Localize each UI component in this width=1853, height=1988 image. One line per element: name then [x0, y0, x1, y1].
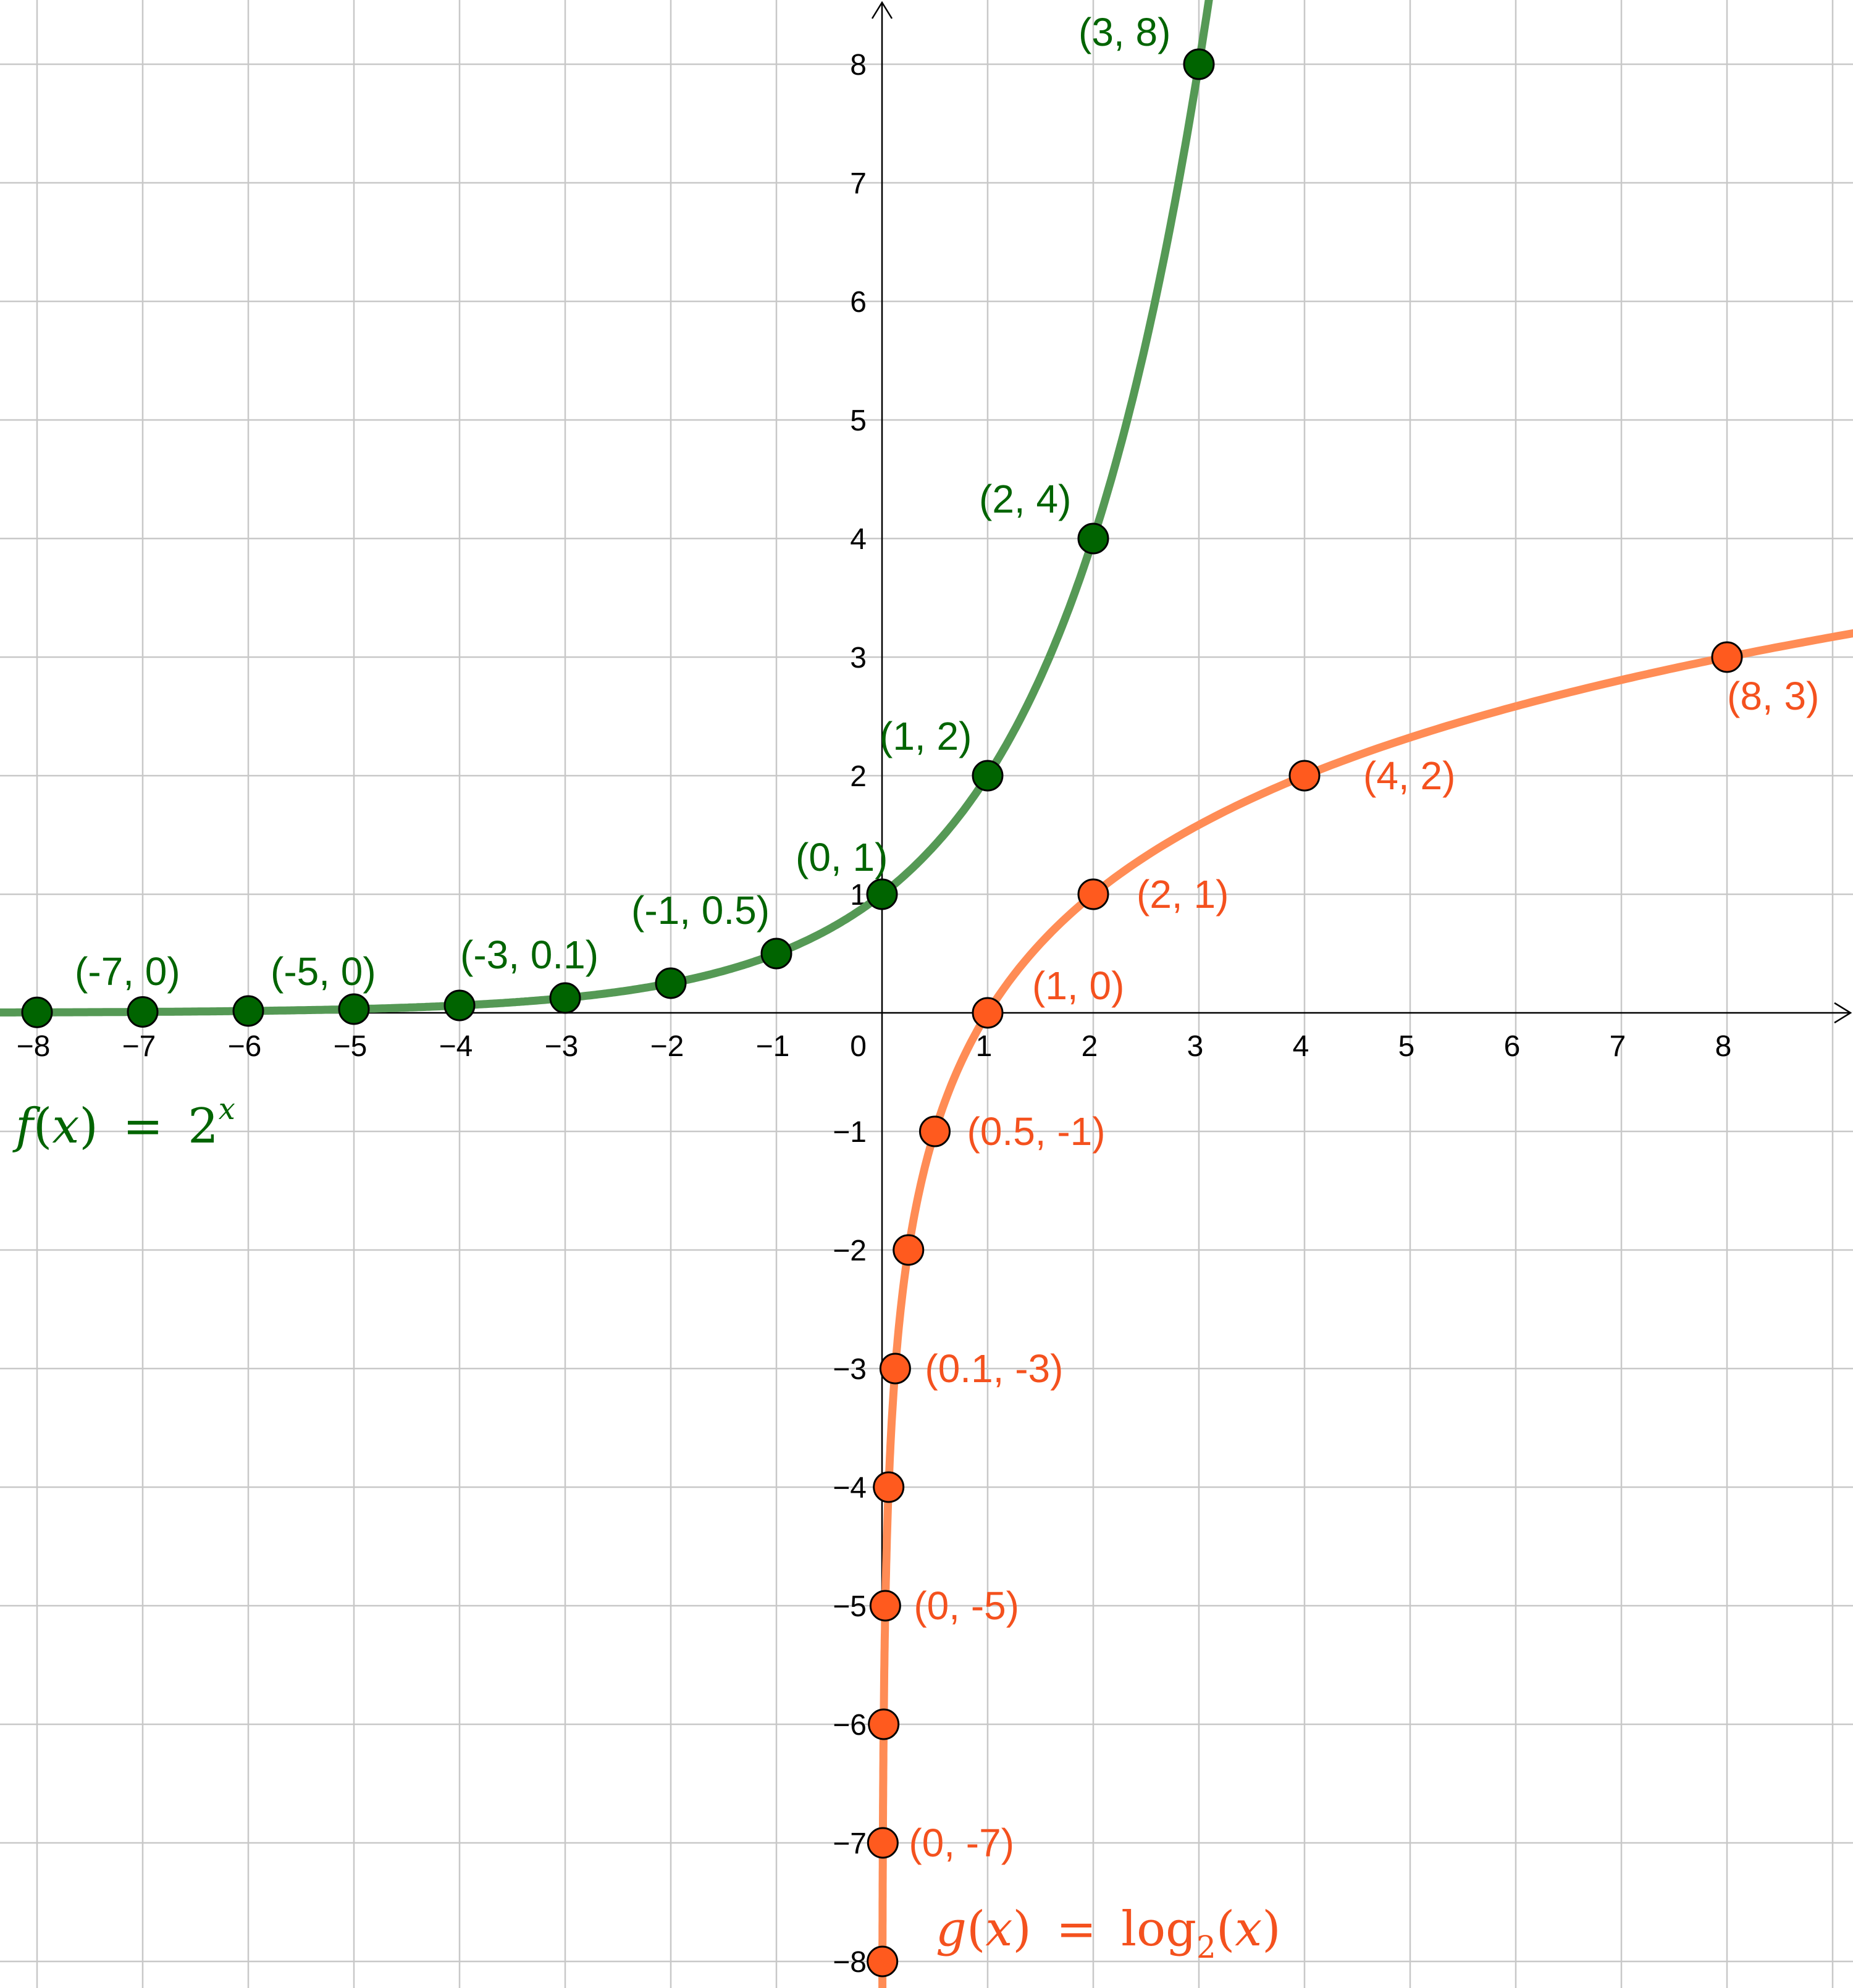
point-f — [338, 993, 370, 1025]
x-tick-label: −5 — [334, 1030, 368, 1063]
point-label-f: (-7, 0) — [75, 949, 180, 994]
y-tick-label: 7 — [850, 167, 867, 200]
point-f — [866, 878, 898, 910]
point-g — [893, 1234, 925, 1266]
point-g — [869, 1590, 901, 1622]
x-axis-arrow — [1834, 1002, 1852, 1024]
point-g — [867, 1827, 899, 1859]
point-label-f: (-5, 0) — [271, 949, 376, 994]
x-tick-label: 3 — [1187, 1030, 1204, 1063]
point-f — [21, 996, 53, 1028]
point-g — [1077, 878, 1109, 910]
point-label-g: (0.1, -3) — [925, 1346, 1063, 1391]
y-tick-label: −6 — [833, 1709, 867, 1742]
x-tick-label: −8 — [17, 1030, 51, 1063]
y-tick-label: −4 — [833, 1472, 867, 1504]
x-tick-label: 4 — [1293, 1030, 1309, 1063]
y-tick-label: −2 — [833, 1235, 867, 1267]
point-f — [549, 982, 581, 1014]
point-f — [655, 967, 687, 999]
curve-g — [878, 629, 1853, 1988]
y-tick-label: 2 — [850, 760, 867, 793]
y-axis-arrow — [871, 1, 893, 19]
y-tick-label: −3 — [833, 1353, 867, 1386]
point-label-f: (3, 8) — [1078, 10, 1170, 54]
point-label-f: (1, 2) — [880, 714, 972, 758]
x-tick-label: −4 — [439, 1030, 473, 1063]
y-tick-label: 5 — [850, 405, 867, 437]
point-f — [127, 996, 159, 1028]
point-g — [873, 1471, 905, 1503]
point-f — [1077, 522, 1109, 555]
y-tick-label: 4 — [850, 523, 867, 556]
x-tick-label: 7 — [1610, 1030, 1626, 1063]
point-label-f: (-1, 0.5) — [631, 888, 770, 933]
y-tick-label: 8 — [850, 49, 867, 82]
point-f — [972, 760, 1004, 792]
x-tick-label: 5 — [1398, 1030, 1415, 1063]
point-g — [1711, 641, 1743, 673]
point-label-f: (-3, 0.1) — [460, 933, 599, 977]
point-g — [1288, 760, 1321, 792]
x-tick-label: −7 — [122, 1030, 156, 1063]
x-tick-label: 2 — [1082, 1030, 1098, 1063]
y-tick-label: 3 — [850, 642, 867, 674]
point-g — [879, 1353, 911, 1385]
point-g — [868, 1708, 900, 1740]
tick-labels: −8 −7 −6 −5 −4 −3 −2 −1 1 2 3 4 5 6 7 8−8−7−6−5−4−3−2−1… — [17, 49, 1732, 1979]
curve-f — [0, 0, 1213, 1017]
point-f — [232, 995, 264, 1027]
point-label-g: (2, 1) — [1137, 872, 1229, 916]
point-label-g: (0.5, -1) — [967, 1109, 1106, 1154]
x-tick-label: −2 — [650, 1030, 684, 1063]
point-g — [867, 1945, 899, 1978]
point-f — [443, 989, 476, 1021]
origin-label: 0 — [850, 1030, 867, 1063]
equation-g: g(x) = log2(x) — [936, 1902, 1281, 1965]
point-label-g: (4, 2) — [1363, 753, 1455, 798]
data-points — [21, 48, 1743, 1978]
point-label-g: (0, -7) — [909, 1821, 1014, 1865]
point-label-f: (0, 1) — [796, 835, 888, 879]
point-f — [1183, 48, 1215, 80]
y-tick-label: −5 — [833, 1590, 867, 1623]
point-labels: (-7, 0) (-5, 0) (-3, 0.1) (-1, 0.5) (0, 1) (1… — [75, 10, 1819, 1865]
point-g — [972, 997, 1004, 1029]
x-tick-label: −3 — [545, 1030, 579, 1063]
equation-f: f(x) = 2x — [12, 1092, 235, 1154]
x-tick-label: 8 — [1715, 1030, 1732, 1063]
point-label-f: (2, 4) — [979, 477, 1071, 521]
point-label-g: (0, -5) — [914, 1583, 1019, 1628]
point-label-g: (1, 0) — [1032, 963, 1124, 1008]
point-g — [919, 1115, 951, 1147]
x-tick-label: −6 — [228, 1030, 262, 1063]
y-tick-label: −8 — [833, 1946, 867, 1979]
y-tick-label: −7 — [833, 1827, 867, 1860]
x-tick-label: −1 — [756, 1030, 790, 1063]
x-tick-label: 6 — [1504, 1030, 1521, 1063]
y-tick-label: −1 — [833, 1116, 867, 1149]
point-f — [760, 937, 792, 970]
point-label-g: (8, 3) — [1727, 674, 1819, 718]
y-tick-label: 6 — [850, 286, 867, 319]
